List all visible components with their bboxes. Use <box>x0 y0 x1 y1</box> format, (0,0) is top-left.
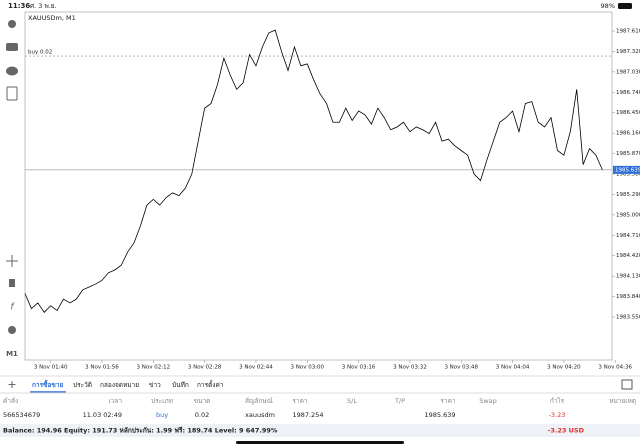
cell: 1987.254 <box>292 411 323 419</box>
trade-icon[interactable] <box>6 43 18 51</box>
x-tick-label: 3 Nov 01:40 <box>34 365 68 371</box>
column-header: เวลา <box>108 397 122 405</box>
total-profit: -3.23 USD <box>548 427 585 435</box>
column-header: S/L <box>347 397 357 405</box>
column-header: Swap <box>479 397 497 405</box>
price-line <box>24 29 603 313</box>
balance-summary: Balance: 194.96 Equity: 191.73 หลักประกั… <box>3 427 278 435</box>
home-indicator <box>236 441 404 444</box>
x-tick-label: 3 Nov 03:00 <box>290 365 324 371</box>
new-order-icon[interactable] <box>6 86 18 101</box>
y-tick-label: 1985.000 <box>616 212 640 218</box>
y-tick-label: 1987.320 <box>616 49 640 55</box>
x-tick-label: 3 Nov 02:44 <box>239 365 273 371</box>
column-header: ราคา <box>292 397 307 405</box>
y-tick-label: 1983.840 <box>616 294 640 300</box>
x-tick-label: 3 Nov 03:16 <box>342 365 376 371</box>
chat-icon[interactable] <box>6 66 18 76</box>
trade-table: คำสั่ง เวลา ประเภท ขนาด สัญลักษณ์ ราคา S/L T/P ร… <box>3 396 636 419</box>
tab[interactable]: การตั้งค่า <box>197 380 224 389</box>
chart-layer: 1987.610 1987.320 1987.030 1986.740 1986.450… <box>24 29 640 371</box>
crosshair-icon[interactable] <box>6 255 18 267</box>
cell: -3.23 <box>549 411 566 419</box>
column-header: ขนาด <box>194 397 211 405</box>
timeframe[interactable]: M1 <box>6 350 18 358</box>
column-header: ราคา <box>440 397 455 405</box>
x-tick-label: 3 Nov 02:12 <box>137 365 171 371</box>
tab[interactable]: ประวัติ <box>73 381 92 389</box>
y-tick-label: 1987.030 <box>616 69 640 75</box>
bid-label: 1985.639 <box>615 167 640 173</box>
y-tick-label: 1984.130 <box>616 274 640 280</box>
y-tick-label: 1984.420 <box>616 253 640 259</box>
candles-icon[interactable] <box>9 279 15 287</box>
cell: 0.02 <box>195 411 209 419</box>
layout-icon[interactable] <box>621 379 633 390</box>
y-tick-label: 1985.870 <box>616 151 640 157</box>
chart-title: XAUUSDm, M1 <box>28 14 76 22</box>
order-line-label: buy 0.02 <box>28 50 52 56</box>
x-tick-label: 3 Nov 03:32 <box>393 365 427 371</box>
y-tick-label: 1985.580 <box>616 172 640 178</box>
tab-bar: การซื้อขาย ประวัติ กล่องจดหมาย ข่าว บันทึก กา… <box>30 379 224 393</box>
cell: 566534679 <box>3 411 40 419</box>
x-tick-label: 3 Nov 04:36 <box>598 365 632 371</box>
column-header: สัญลักษณ์ <box>245 397 273 405</box>
cell: 11.03 02:49 <box>83 411 122 419</box>
x-tick-label: 3 Nov 03:48 <box>444 365 478 371</box>
x-tick-label: 3 Nov 02:28 <box>188 365 222 371</box>
column-header: หมายเหตุ <box>609 397 636 405</box>
toolbar: f <box>6 20 18 334</box>
status-date: ศ. 3 พ.ย. <box>30 2 57 10</box>
column-header: T/P <box>394 397 405 405</box>
x-tick-label: 3 Nov 01:56 <box>85 365 119 371</box>
add-button[interactable]: + <box>7 378 16 391</box>
tab[interactable]: ข่าว <box>149 381 161 389</box>
column-header: กำไร <box>550 397 565 405</box>
column-header: ประเภท <box>151 397 173 405</box>
column-header: คำสั่ง <box>3 396 18 405</box>
chart-frame <box>24 11 613 361</box>
y-tick-label: 1986.740 <box>616 90 640 96</box>
y-tick-label: 1983.550 <box>616 315 640 321</box>
status-battery: 98% <box>601 2 615 10</box>
y-tick-label: 1986.160 <box>616 131 640 137</box>
tab[interactable]: การซื้อขาย <box>32 379 63 389</box>
bid-label-bg <box>613 165 640 174</box>
battery-icon <box>618 3 632 9</box>
cell: xauusdm <box>245 411 275 419</box>
cell: 1985.639 <box>424 411 455 419</box>
y-tick-label: 1985.290 <box>616 192 640 198</box>
tab[interactable]: กล่องจดหมาย <box>100 381 139 389</box>
indicator-icon[interactable]: f <box>10 303 15 313</box>
objects-icon[interactable] <box>8 326 16 334</box>
status-time: 11:36 <box>8 2 30 10</box>
footer-bg <box>0 424 640 437</box>
x-tick-label: 3 Nov 04:04 <box>496 365 530 371</box>
x-tick-label: 3 Nov 04:20 <box>547 365 581 371</box>
cell: buy <box>156 411 168 419</box>
tab[interactable]: บันทึก <box>172 381 189 389</box>
y-tick-label: 1984.710 <box>616 233 640 239</box>
y-tick-label: 1987.610 <box>616 29 640 35</box>
y-tick-label: 1986.450 <box>616 110 640 116</box>
account-icon[interactable] <box>8 20 16 28</box>
